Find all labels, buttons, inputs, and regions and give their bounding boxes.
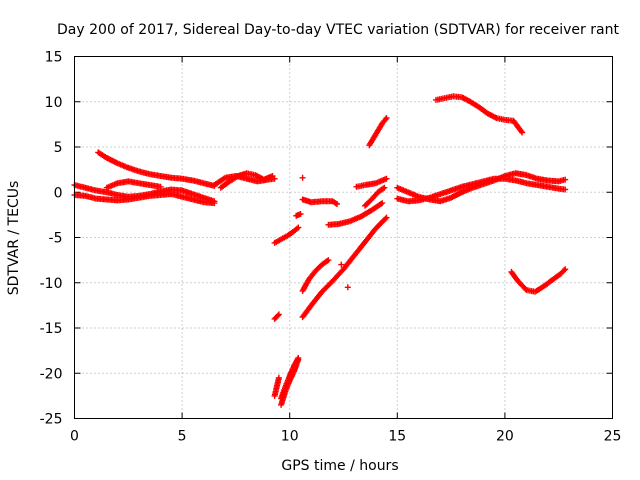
data-point-cluster [217,170,276,191]
data-point-cluster [278,354,302,402]
data-series-arc-p [299,214,390,321]
data-point-cluster [95,149,218,189]
x-tick-label: 10 [281,429,299,445]
data-series-arc-c [95,149,218,189]
data-series-arc-s [344,284,351,291]
data-point-cluster [271,374,282,399]
data-series-arc-t [353,175,390,190]
data-series-arc-n [299,196,340,207]
data-point-cluster [271,311,282,322]
data-point-cluster [394,170,569,205]
data-series-arc-y [433,93,526,136]
data-series-arc-v [366,115,390,149]
y-tick-label: 0 [54,185,63,201]
data-series-arc-r [338,261,345,268]
data-series-arc-o [299,257,332,294]
data-series-arc-l [293,211,304,219]
y-tick-label: -15 [40,321,63,337]
x-tick-label: 20 [496,429,514,445]
data-series-arc-g [271,224,302,246]
data-point-cluster [433,93,526,136]
x-tick-label: 0 [70,429,79,445]
data-point-cluster [338,261,345,268]
y-tick-label: 5 [54,140,63,156]
data-point-cluster [344,284,351,291]
chart-title: Day 200 of 2017, Sidereal Day-to-day VTE… [57,22,619,38]
y-tick-label: -20 [40,366,63,382]
data-point-cluster [103,178,164,191]
data-point-cluster [366,115,390,149]
data-series-arc-q [325,200,386,228]
x-axis-label: GPS time / hours [281,458,398,474]
data-point-cluster [299,257,332,294]
data-point-cluster [325,200,386,228]
data-series-arc-d [103,178,164,191]
y-tick-label: -25 [40,412,63,428]
data-series-arc-u [362,184,388,209]
data-series-arc-h [271,311,282,322]
data-point-cluster [299,196,340,207]
data-point-cluster [299,214,390,321]
y-tick-label: 15 [45,50,63,66]
data-series-arc-k [278,354,302,402]
data-series-arc-x [394,170,569,205]
data-point-cluster [353,175,390,190]
data-point-cluster [508,266,569,295]
tick-layer: 0 5 10 15 20 25 -25 -20 -15 -10 -5 0 5 10 15 [40,50,622,445]
y-tick-label: 10 [45,95,63,111]
data-series-arc-m [299,174,306,181]
data-layer [71,93,569,408]
data-point-cluster [271,224,302,246]
data-point-cluster [362,184,388,209]
data-point-cluster [299,174,306,181]
x-tick-label: 15 [388,429,406,445]
data-series-arc-f [217,170,276,191]
y-axis-label: SDTVAR / TECUs [6,181,22,296]
plot-frame [74,56,613,419]
y-tick-label: -10 [40,276,63,292]
x-tick-label: 25 [604,429,622,445]
grid-layer [74,56,613,419]
data-point-cluster [293,211,304,219]
y-tick-label: -5 [49,231,63,247]
data-series-arc-z [508,266,569,295]
data-series-arc-i [271,374,282,399]
x-tick-label: 5 [178,429,187,445]
